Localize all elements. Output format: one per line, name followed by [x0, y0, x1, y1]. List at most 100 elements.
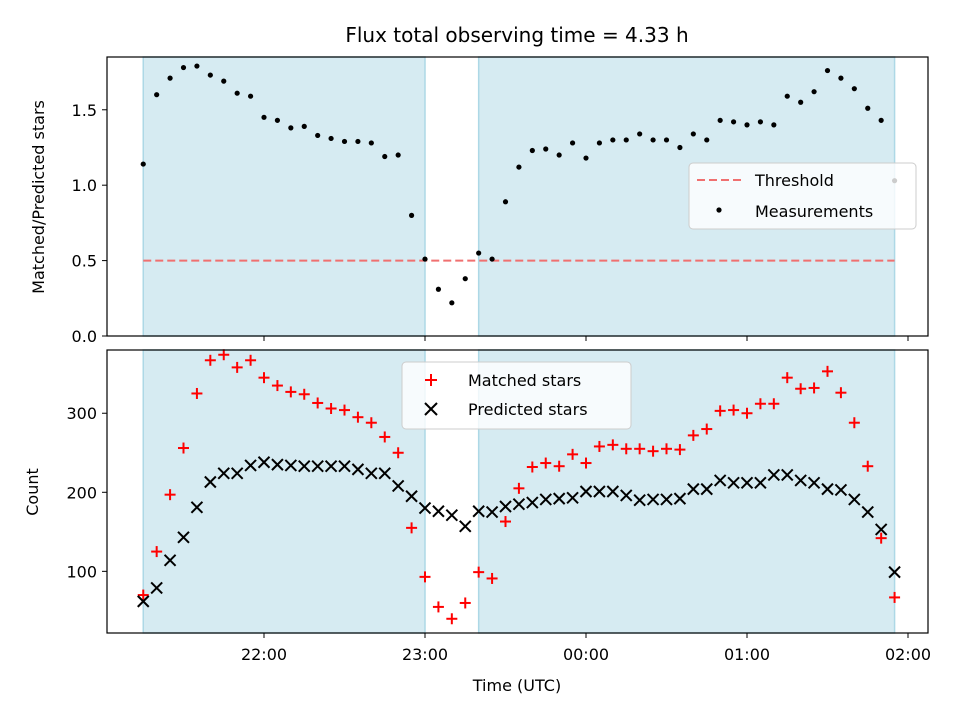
predicted-star-point: [888, 565, 901, 579]
measurement-point: [355, 138, 361, 145]
predicted-star-point: [391, 479, 405, 493]
predicted-star-point: [713, 474, 727, 487]
y-tick-label: 100: [66, 562, 97, 581]
predicted-star-point: [177, 531, 190, 544]
predicted-star-point: [445, 509, 459, 522]
y-tick-label: 1.5: [72, 101, 97, 120]
predicted-star-point: [794, 474, 807, 487]
matched-star-point: [191, 387, 203, 399]
measurement-point: [757, 119, 764, 125]
measurements-legend-swatch: [716, 207, 722, 213]
predicted-star-point: [727, 476, 740, 490]
measurement-point: [824, 67, 831, 74]
matched-star-point: [754, 398, 766, 410]
measurement-point: [328, 135, 334, 142]
predicted-star-point: [351, 463, 365, 476]
matched-star-point: [647, 445, 659, 457]
matched-star-point: [848, 417, 860, 429]
predicted-star-point: [754, 476, 767, 490]
measurement-point: [382, 153, 388, 160]
observing-spans-top: [142, 56, 896, 337]
measurement-point: [637, 131, 643, 137]
predicted-star-point: [432, 505, 445, 518]
measurement-point: [180, 64, 187, 71]
observing-span-bottom: [142, 349, 426, 634]
measurement-point: [730, 119, 737, 125]
predicted-star-point: [821, 482, 834, 496]
measurement-point: [717, 117, 723, 123]
top-y-axis-label: Matched/Predicted stars: [29, 100, 48, 294]
matched-star-point: [593, 440, 605, 452]
predicted-star-point: [271, 458, 284, 471]
measurement-point: [462, 276, 468, 282]
matched-legend-label: Matched stars: [468, 371, 581, 390]
threshold-legend-label: Threshold: [754, 171, 834, 190]
measurement-point: [690, 131, 696, 137]
matched-star-point: [701, 423, 713, 435]
measurement-point: [341, 138, 348, 145]
predicted-stars-points: [137, 456, 901, 608]
predicted-star-point: [284, 459, 298, 472]
count-panel: 100 200 300 22:00 23:00 00:00 01:00 02:00 Coun…: [23, 349, 931, 695]
matched-star-point: [822, 365, 833, 377]
predicted-star-point: [499, 500, 512, 513]
predicted-star-point: [539, 493, 552, 506]
measurement-point: [798, 99, 804, 105]
measurement-point: [207, 72, 213, 78]
matched-star-point: [781, 372, 793, 384]
x-tick-label: 22:00: [241, 645, 287, 664]
predicted-star-point: [861, 505, 874, 519]
matched-star-point: [406, 522, 418, 534]
matched-star-point: [741, 407, 753, 419]
predicted-star-point: [579, 485, 593, 498]
predicted-star-point: [190, 501, 204, 514]
predicted-star-point: [620, 489, 633, 502]
measurement-point: [422, 256, 428, 262]
measurement-point: [502, 199, 509, 205]
matched-star-point: [540, 457, 552, 469]
predicted-legend-swatch: [424, 402, 438, 416]
predicted-star-point: [606, 485, 620, 498]
measurement-point: [247, 93, 254, 99]
measurement-point: [301, 123, 307, 129]
measurement-point: [569, 140, 576, 146]
predicted-star-point: [646, 493, 660, 506]
y-tick-label: 1.0: [72, 176, 97, 195]
matched-legend-swatch: [425, 374, 437, 386]
matched-star-point: [513, 482, 525, 494]
measurement-point: [408, 212, 415, 218]
predicted-star-point: [311, 459, 324, 473]
matched-star-point: [875, 532, 887, 544]
measurement-point: [221, 78, 227, 84]
matched-star-point: [808, 382, 820, 394]
measurement-point: [543, 146, 549, 152]
predicted-star-point: [552, 492, 566, 505]
top-legend: Threshold Measurements: [688, 162, 917, 230]
measurement-point: [261, 114, 267, 120]
predicted-star-point: [781, 468, 794, 482]
predicted-star-point: [217, 467, 230, 480]
measurement-point: [315, 132, 321, 139]
x-tick-label: 01:00: [724, 645, 770, 664]
measurement-point: [744, 122, 750, 128]
matched-star-point: [339, 404, 350, 416]
measurement-point: [140, 161, 146, 167]
matched-star-point: [634, 443, 646, 455]
matched-star-point: [620, 443, 632, 455]
measurement-point: [167, 75, 173, 81]
top-y-ticks: 0.0 0.5 1.0 1.5: [72, 101, 107, 346]
measurement-point: [677, 144, 683, 151]
matched-star-point: [137, 589, 149, 601]
predicted-star-point: [767, 468, 781, 482]
chart-title: Flux total observing time = 4.33 h: [345, 23, 688, 47]
measurement-point: [194, 63, 200, 69]
predicted-star-point: [687, 482, 700, 496]
measurement-point: [878, 117, 884, 123]
matched-star-point: [661, 443, 672, 455]
x-tick-label: 00:00: [563, 645, 609, 664]
predicted-star-point: [566, 491, 579, 505]
matched-star-point: [204, 354, 216, 366]
predicted-star-point: [700, 482, 713, 496]
matched-star-point: [151, 546, 163, 558]
y-tick-label: 0.0: [72, 327, 97, 346]
